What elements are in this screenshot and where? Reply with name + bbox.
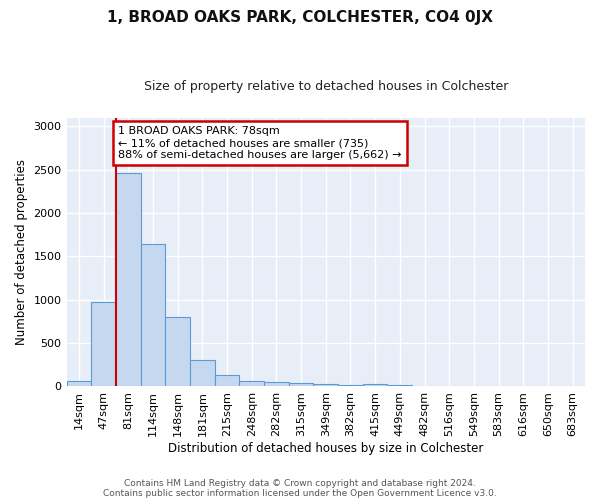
- Bar: [165, 317, 190, 386]
- Text: Contains public sector information licensed under the Open Government Licence v3: Contains public sector information licen…: [103, 488, 497, 498]
- Bar: [264, 382, 289, 386]
- Bar: [140, 244, 165, 386]
- Bar: [289, 382, 313, 386]
- Text: 1, BROAD OAKS PARK, COLCHESTER, CO4 0JX: 1, BROAD OAKS PARK, COLCHESTER, CO4 0JX: [107, 10, 493, 25]
- Bar: [190, 360, 215, 386]
- Bar: [67, 382, 91, 386]
- Y-axis label: Number of detached properties: Number of detached properties: [15, 159, 28, 345]
- Title: Size of property relative to detached houses in Colchester: Size of property relative to detached ho…: [143, 80, 508, 93]
- Bar: [388, 384, 412, 386]
- Bar: [313, 384, 338, 386]
- Bar: [215, 375, 239, 386]
- Bar: [91, 302, 116, 386]
- Bar: [116, 173, 140, 386]
- Text: 1 BROAD OAKS PARK: 78sqm
← 11% of detached houses are smaller (735)
88% of semi-: 1 BROAD OAKS PARK: 78sqm ← 11% of detach…: [118, 126, 402, 160]
- X-axis label: Distribution of detached houses by size in Colchester: Distribution of detached houses by size …: [168, 442, 484, 455]
- Bar: [363, 384, 388, 386]
- Bar: [338, 384, 363, 386]
- Bar: [239, 381, 264, 386]
- Text: Contains HM Land Registry data © Crown copyright and database right 2024.: Contains HM Land Registry data © Crown c…: [124, 478, 476, 488]
